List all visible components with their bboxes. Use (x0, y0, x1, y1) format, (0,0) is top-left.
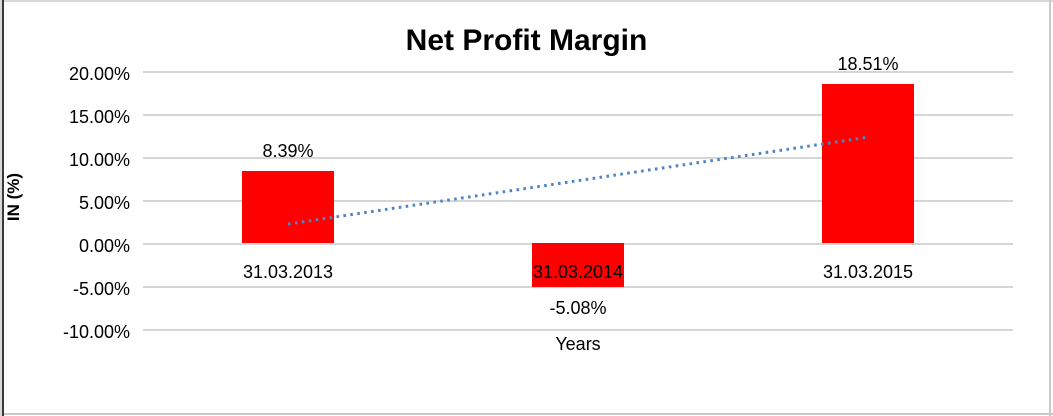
y-axis-tick-label: 0.00% (78, 236, 130, 256)
x-category-label: 31.03.2014 (532, 262, 624, 282)
bar-31.03.2013 (242, 170, 334, 243)
data-label: 8.39% (262, 140, 314, 161)
y-axis-tick-label: 20.00% (68, 64, 130, 84)
chart-border-bottom (0, 413, 1053, 415)
chart-title: Net Profit Margin (405, 24, 648, 57)
chart-border-left-accent (2, 0, 4, 416)
data-label: -5.08% (549, 297, 607, 318)
y-axis-tick-label: 15.00% (68, 107, 130, 127)
bar-31.03.2015 (822, 83, 914, 243)
x-category-label: 31.03.2013 (242, 262, 334, 282)
x-category-label: 31.03.2015 (822, 262, 914, 282)
x-axis-title: Years (555, 334, 601, 354)
gridline (143, 71, 1013, 73)
chart-border-left (0, 0, 2, 416)
bar-31.03.2014 (532, 243, 624, 287)
gridline (143, 114, 1013, 116)
gridline (143, 329, 1013, 331)
data-label: 18.51% (837, 53, 899, 74)
y-axis-tick-label: -5.00% (72, 279, 130, 299)
y-axis-tick-label: -10.00% (62, 322, 130, 342)
y-axis-title: IN (%) (4, 172, 23, 222)
chart-border-right (1049, 0, 1051, 416)
y-axis-tick-label: 10.00% (68, 150, 130, 170)
chart-border-top (0, 0, 1053, 2)
gridline (143, 286, 1013, 288)
y-axis-tick-label: 5.00% (78, 193, 130, 213)
